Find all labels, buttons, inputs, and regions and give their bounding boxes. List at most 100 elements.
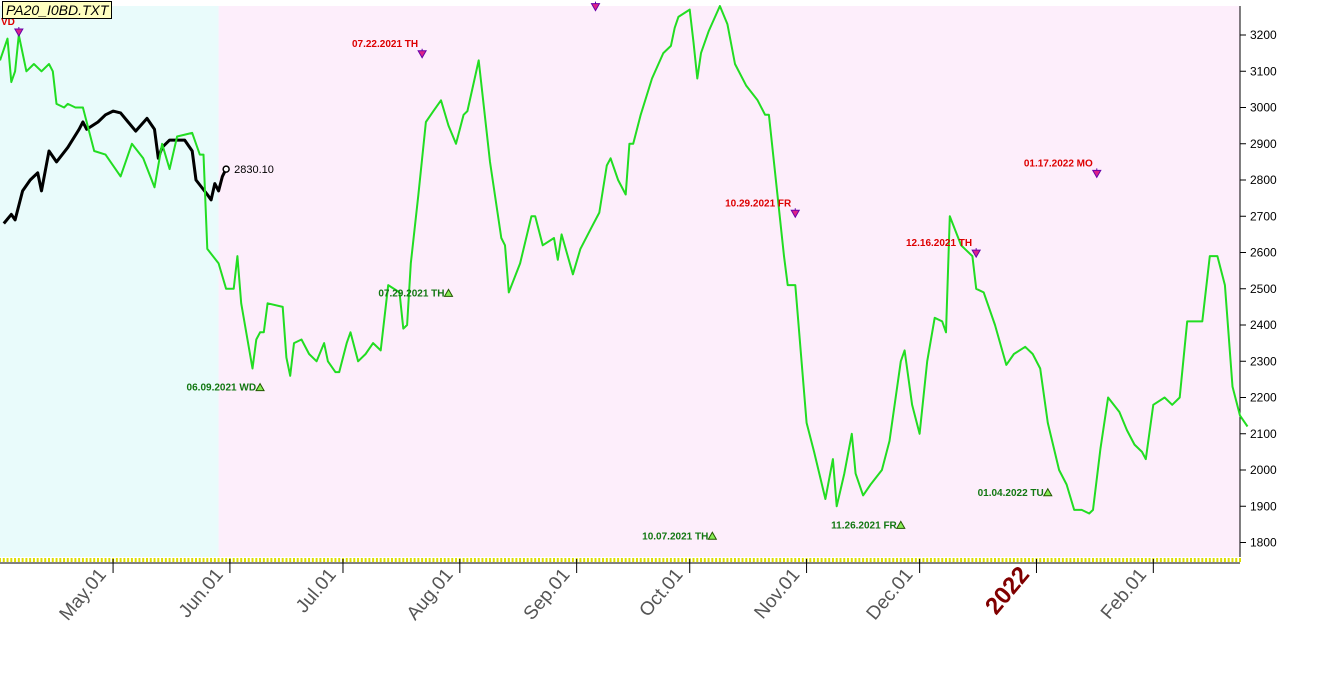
day-tick: [1061, 558, 1064, 562]
day-tick: [560, 558, 563, 562]
day-tick: [63, 558, 66, 562]
day-tick: [85, 558, 88, 562]
day-tick: [334, 558, 337, 562]
day-tick: [1141, 558, 1144, 562]
top-marker-label: 07.22.2021 TH: [352, 39, 418, 50]
day-tick: [210, 558, 213, 562]
day-tick: [1050, 558, 1053, 562]
day-tick: [726, 558, 729, 562]
day-tick: [1020, 558, 1023, 562]
day-tick: [1114, 558, 1117, 562]
day-tick: [402, 558, 405, 562]
day-tick: [1148, 558, 1151, 562]
day-tick: [975, 558, 978, 562]
day-tick: [1208, 558, 1211, 562]
day-tick: [277, 558, 280, 562]
day-tick: [922, 558, 925, 562]
y-tick-label: 2400: [1250, 318, 1277, 332]
day-tick: [1239, 558, 1241, 562]
day-tick: [1212, 558, 1215, 562]
day-tick: [1095, 558, 1098, 562]
day-tick: [1144, 558, 1147, 562]
day-tick: [36, 558, 39, 562]
day-tick: [66, 558, 69, 562]
y-tick-label: 2200: [1250, 391, 1277, 405]
day-tick: [598, 558, 601, 562]
day-tick: [677, 558, 680, 562]
bottom-marker-label: 07.29.2021 TH: [378, 288, 444, 299]
day-tick: [963, 558, 966, 562]
day-tick: [176, 558, 179, 562]
day-tick: [929, 558, 932, 562]
day-tick: [700, 558, 703, 562]
day-tick: [481, 558, 484, 562]
day-tick: [843, 558, 846, 562]
day-tick: [25, 558, 28, 562]
day-tick: [470, 558, 473, 562]
bottom-marker-label: 10.07.2021 TH: [642, 531, 708, 542]
day-tick: [161, 558, 164, 562]
day-tick: [994, 558, 997, 562]
day-tick: [662, 558, 665, 562]
day-tick: [564, 558, 567, 562]
day-tick: [1099, 558, 1102, 562]
day-tick: [579, 558, 582, 562]
top-marker: [790, 209, 801, 219]
day-tick: [379, 558, 382, 562]
day-tick: [477, 558, 480, 562]
day-tick: [2, 558, 5, 562]
month-label: Nov.01: [751, 565, 805, 624]
day-tick: [782, 558, 785, 562]
day-tick: [1235, 558, 1238, 562]
day-tick: [952, 558, 955, 562]
top-marker: [590, 3, 601, 12]
day-tick: [0, 558, 1, 562]
day-tick: [1197, 558, 1200, 562]
day-tick: [586, 558, 589, 562]
day-tick: [485, 558, 488, 562]
day-tick: [130, 558, 133, 562]
day-tick: [247, 558, 250, 562]
day-tick: [349, 558, 352, 562]
bottom-marker-label: 06.09.2021 WD: [187, 383, 257, 394]
day-tick: [749, 558, 752, 562]
day-tick: [44, 558, 47, 562]
day-tick: [907, 558, 910, 562]
day-tick: [1193, 558, 1196, 562]
bottom-marker: [255, 382, 265, 392]
day-tick: [654, 558, 657, 562]
day-tick: [78, 558, 81, 562]
day-tick: [51, 558, 54, 562]
day-tick: [986, 558, 989, 562]
day-tick: [1205, 558, 1208, 562]
day-tick: [32, 558, 35, 562]
day-tick: [741, 558, 744, 562]
day-tick: [424, 558, 427, 562]
day-tick: [338, 558, 341, 562]
day-tick: [390, 558, 393, 562]
day-tick: [877, 558, 880, 562]
day-tick: [628, 558, 631, 562]
day-tick: [451, 558, 454, 562]
day-tick: [315, 558, 318, 562]
day-tick: [824, 558, 827, 562]
day-tick: [217, 558, 220, 562]
day-tick: [1110, 558, 1113, 562]
day-tick: [1080, 558, 1083, 562]
day-tick: [956, 558, 959, 562]
bottom-marker: [895, 520, 906, 529]
day-tick: [179, 558, 182, 562]
day-tick: [971, 558, 974, 562]
day-tick: [372, 558, 375, 562]
day-tick: [914, 558, 917, 562]
day-tick: [888, 558, 891, 562]
top-marker-label: 01.17.2022 MO: [1024, 158, 1093, 169]
top-marker: [13, 28, 24, 38]
day-tick: [138, 558, 141, 562]
day-tick: [104, 558, 107, 562]
day-tick: [1216, 558, 1219, 562]
day-tick: [1001, 558, 1004, 562]
day-tick: [903, 558, 906, 562]
day-tick: [948, 558, 951, 562]
